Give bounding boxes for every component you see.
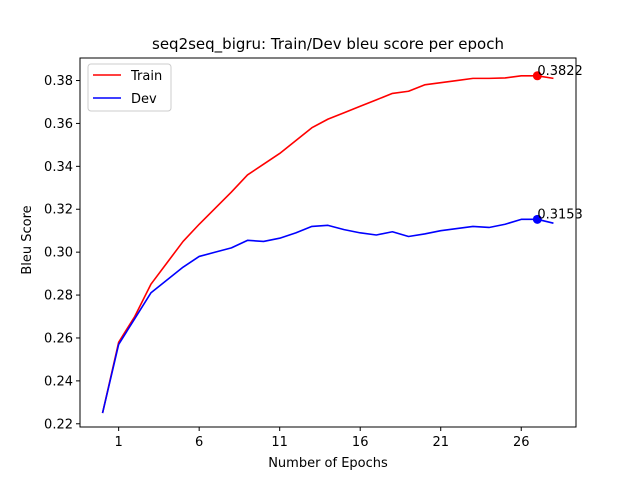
legend-label-dev: Dev [131,92,157,107]
axes-frame [79,57,577,428]
annotation-train: 0.3822 [537,64,583,79]
x-axis-label: Number of Epochs [268,456,388,471]
y-tick-label: 0.26 [44,331,73,346]
series-line-train [101,75,554,414]
x-tick-label: 26 [513,435,530,450]
y-tick-label: 0.36 [44,117,73,132]
y-tick-label: 0.32 [44,203,73,218]
max-marker-dev [532,214,542,224]
y-tick-label: 0.24 [44,374,73,389]
x-tick-label: 6 [195,435,203,450]
annotation-dev: 0.3153 [537,207,583,222]
x-tick-label: 21 [432,435,449,450]
series-line-dev [101,218,554,414]
legend-label-train: Train [130,69,162,84]
y-tick-label: 0.28 [44,289,73,304]
y-tick-label: 0.34 [44,160,73,175]
y-tick-label: 0.30 [44,246,73,261]
chart-title: seq2seq_bigru: Train/Dev bleu score per … [152,35,504,54]
x-tick-label: 16 [352,435,369,450]
x-tick-label: 11 [271,435,288,450]
y-tick-label: 0.38 [44,74,73,89]
y-tick-label: 0.22 [44,417,73,432]
max-marker-train [532,71,542,81]
x-tick-label: 1 [115,435,123,450]
y-axis-label: Bleu Score [20,205,35,274]
